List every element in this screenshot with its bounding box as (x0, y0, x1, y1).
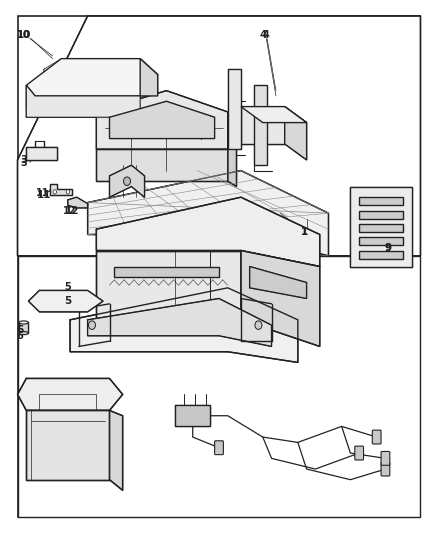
Text: 9: 9 (384, 243, 391, 253)
FancyBboxPatch shape (215, 441, 223, 455)
Ellipse shape (19, 321, 28, 324)
Polygon shape (18, 256, 420, 517)
Text: 12: 12 (65, 206, 80, 215)
Polygon shape (110, 101, 215, 139)
Polygon shape (350, 187, 412, 266)
Text: 4: 4 (263, 30, 270, 39)
Polygon shape (359, 251, 403, 259)
Polygon shape (228, 112, 237, 187)
Polygon shape (228, 69, 241, 149)
Polygon shape (175, 405, 210, 426)
Text: 5: 5 (64, 282, 71, 292)
Text: 6: 6 (16, 331, 23, 341)
Polygon shape (241, 107, 285, 144)
Text: 12: 12 (64, 206, 77, 215)
Text: 1: 1 (301, 227, 308, 237)
Circle shape (53, 190, 57, 194)
Polygon shape (88, 171, 328, 256)
Text: 10: 10 (18, 30, 31, 39)
Polygon shape (18, 378, 123, 410)
Polygon shape (19, 322, 28, 333)
Text: 9: 9 (384, 243, 391, 253)
FancyBboxPatch shape (372, 430, 381, 444)
Polygon shape (96, 91, 228, 149)
Polygon shape (359, 197, 403, 205)
Circle shape (255, 321, 262, 329)
Polygon shape (114, 266, 219, 277)
Polygon shape (26, 85, 140, 117)
Polygon shape (28, 290, 103, 312)
Polygon shape (96, 251, 241, 320)
Text: 11: 11 (36, 188, 49, 198)
Polygon shape (250, 266, 307, 298)
Polygon shape (50, 184, 72, 195)
Polygon shape (241, 251, 320, 346)
Text: 10: 10 (17, 30, 32, 39)
Polygon shape (96, 197, 320, 266)
Polygon shape (241, 107, 307, 123)
FancyBboxPatch shape (381, 451, 390, 465)
Text: 4: 4 (259, 30, 266, 39)
Polygon shape (96, 149, 228, 181)
Polygon shape (88, 298, 272, 346)
FancyBboxPatch shape (381, 462, 390, 476)
Text: 5: 5 (64, 296, 71, 306)
Polygon shape (285, 107, 307, 160)
Polygon shape (254, 85, 267, 165)
Polygon shape (18, 16, 420, 256)
Polygon shape (26, 85, 35, 107)
Polygon shape (110, 410, 123, 490)
Circle shape (66, 190, 70, 194)
Polygon shape (26, 147, 57, 160)
Polygon shape (70, 288, 298, 362)
Ellipse shape (19, 332, 28, 335)
Polygon shape (359, 237, 403, 245)
Text: 1: 1 (301, 227, 308, 237)
Polygon shape (26, 410, 110, 480)
Text: 3: 3 (21, 158, 28, 167)
FancyBboxPatch shape (355, 446, 364, 460)
Circle shape (124, 177, 131, 185)
Polygon shape (140, 59, 158, 96)
Polygon shape (26, 59, 158, 96)
Polygon shape (359, 211, 403, 219)
Text: 11: 11 (36, 190, 51, 199)
Circle shape (88, 321, 95, 329)
Text: 6: 6 (16, 326, 23, 335)
Polygon shape (359, 224, 403, 232)
Text: 3: 3 (21, 155, 28, 165)
Polygon shape (110, 165, 145, 197)
Polygon shape (68, 197, 88, 208)
